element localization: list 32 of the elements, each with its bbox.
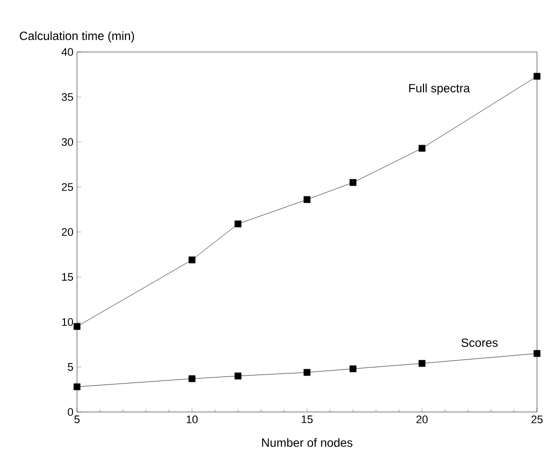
point (188, 256, 196, 264)
point (418, 360, 426, 367)
point (534, 350, 540, 357)
y-tick-label: 10 (62, 318, 74, 326)
point (418, 144, 426, 152)
x-tick-label: 15 (302, 416, 313, 424)
y-tick-label: 25 (62, 183, 74, 191)
x-tick-label: 10 (186, 416, 198, 424)
point (534, 72, 540, 80)
point (350, 179, 356, 186)
x-tick-label: 5 (74, 416, 80, 424)
point (304, 368, 310, 376)
series-label: Full spectra (409, 84, 470, 95)
y-tick-label: 35 (62, 93, 74, 101)
y-tick-label: 5 (68, 363, 74, 371)
x-tick-label: 25 (531, 416, 543, 424)
y-tick-label: 40 (62, 48, 74, 56)
y-tick-label: 20 (62, 228, 74, 236)
y-axis-title: Calculation time (min) (20, 31, 134, 42)
y-tick-label: 15 (62, 273, 74, 281)
point (74, 383, 80, 390)
x-axis-title: Number of nodes (262, 438, 352, 447)
y-tick-label: 30 (62, 138, 74, 146)
point (350, 365, 356, 372)
point (188, 375, 196, 382)
y-tick-label: 0 (68, 408, 74, 416)
point (234, 372, 242, 380)
point (74, 323, 80, 330)
x-tick-label: 20 (416, 416, 428, 424)
point (234, 220, 242, 228)
series-label: Scores (461, 338, 498, 347)
point (304, 196, 310, 203)
